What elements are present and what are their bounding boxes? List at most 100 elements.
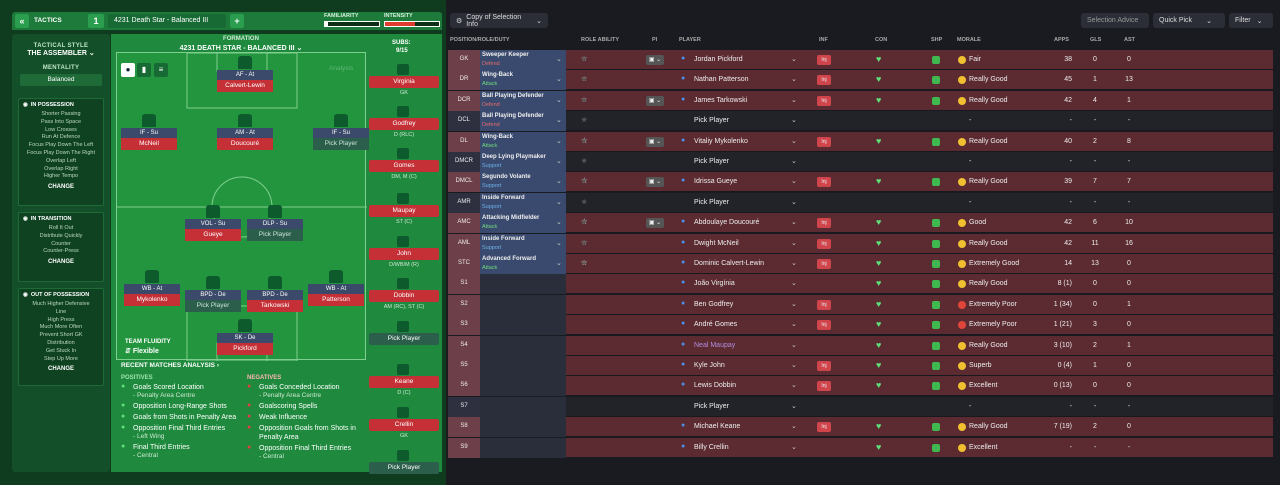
pitch-player-slot[interactable]: VOL - Su Gueye	[185, 205, 241, 243]
table-row[interactable]: DCL Ball Playing Defender Defend ⌄ ★ ★ ★ ★ ★ Pick…	[448, 111, 1273, 132]
substitute-slot[interactable]: Keane D (C)	[369, 364, 439, 396]
player-name[interactable]: Pick Player	[694, 117, 730, 125]
chevron-down-icon[interactable]: ⌄	[791, 178, 797, 186]
substitute-slot[interactable]: Maupay ST (C)	[369, 193, 439, 225]
tactic-name-dropdown[interactable]: 4231 Death Star - Balanced III	[108, 14, 226, 28]
col-apps[interactable]: APPS	[1054, 37, 1069, 43]
table-row[interactable]: DMCR Deep Lying Playmaker Support ⌄ ★ ★ ★ ★ ★ Pic…	[448, 152, 1273, 172]
player-name[interactable]: Calvert-Lewin	[217, 80, 273, 92]
player-name[interactable]: Kyle John	[694, 362, 725, 369]
table-row[interactable]: S5 ● Kyle John ⌄ Inj ♥ Superb 0 (4) 1 0	[448, 356, 1273, 376]
chevron-down-icon[interactable]: ⌄	[791, 260, 797, 267]
role-duty[interactable]: IF - Su	[313, 128, 369, 138]
table-row[interactable]: S7 Pick Player ⌄ - - - -	[448, 396, 1273, 417]
role-duty[interactable]: SK - De	[217, 333, 273, 343]
substitute-slot[interactable]: John D/WB/M (R)	[369, 236, 439, 268]
col-inf[interactable]: INF	[819, 37, 828, 43]
role-duty[interactable]: AF - At	[217, 70, 273, 80]
tactic-slot-button[interactable]: 1	[88, 14, 104, 28]
player-name[interactable]: Lewis Dobbin	[694, 382, 737, 390]
chevron-down-icon[interactable]: ⌄	[556, 178, 562, 186]
table-row[interactable]: S1 ● João Virgínia ⌄ ♥ Really Good 8 (1) 0 0	[448, 274, 1273, 295]
player-name[interactable]: Neal Maupay	[694, 341, 736, 349]
player-name[interactable]: Abdoulaye Doucouré	[694, 219, 760, 227]
player-name[interactable]: Vitaliy Mykolenko	[694, 137, 748, 145]
view-toggle-icon[interactable]: ●	[121, 63, 135, 77]
chevron-down-icon[interactable]: ⌄	[791, 443, 797, 451]
col-gls[interactable]: GLS	[1090, 37, 1102, 43]
player-name[interactable]: Pick Player	[247, 229, 303, 241]
role-cell[interactable]	[480, 213, 566, 234]
player-instructions-icon[interactable]: ▣ ⌄	[646, 95, 664, 106]
role-cell[interactable]	[480, 111, 566, 132]
chevron-down-icon[interactable]: ⌄	[791, 76, 797, 84]
player-instructions-icon[interactable]: ▣ ⌄	[646, 177, 664, 188]
player-name[interactable]: Idrissa Gueye	[694, 178, 738, 186]
role-cell[interactable]	[480, 233, 566, 254]
chevron-down-icon[interactable]: ⌄	[791, 198, 797, 206]
player-name[interactable]: Pick Player	[694, 402, 730, 410]
player-instructions-icon[interactable]: ▣ ⌄	[646, 136, 664, 147]
chevron-down-icon[interactable]: ⌄	[791, 239, 797, 247]
player-name[interactable]: Billy Crellin	[694, 443, 729, 451]
substitute-slot[interactable]: Crellin GK	[369, 407, 439, 439]
substitute-name[interactable]: Godfrey	[369, 118, 439, 130]
table-row[interactable]: S6 ● Lewis Dobbin ⌄ Inj ♥ Excellent 0 (13) 0 0	[448, 376, 1273, 397]
player-name[interactable]: Tarkowski	[247, 300, 303, 312]
player-name[interactable]: Pickford	[217, 343, 273, 355]
col-player[interactable]: PLAYER	[679, 37, 701, 43]
player-name[interactable]: Doucouré	[217, 138, 273, 150]
col-morale[interactable]: MORALE	[957, 37, 981, 43]
chevron-down-icon[interactable]: ⌄	[556, 239, 562, 247]
mentality-dropdown[interactable]: Balanced	[20, 74, 102, 86]
in-possession-change-button[interactable]: CHANGE	[47, 184, 74, 191]
substitute-name[interactable]: Crellin	[369, 419, 439, 431]
chevron-down-icon[interactable]: ⌄	[791, 300, 797, 308]
role-cell[interactable]	[480, 131, 566, 152]
table-row[interactable]: S9 ● Billy Crellin ⌄ ♥ Excellent - - -	[448, 437, 1273, 458]
role-cell[interactable]	[480, 50, 566, 70]
substitute-name[interactable]: Dobbin	[369, 290, 439, 302]
chevron-down-icon[interactable]: ⌄	[791, 382, 797, 390]
table-row[interactable]: S8 ● Michael Keane ⌄ Inj ♥ Really Good 7 (19) 2 0	[448, 417, 1273, 438]
chevron-down-icon[interactable]: ⌄	[791, 158, 797, 165]
table-row[interactable]: DR Wing-Back Attack ⌄ ★ ★ ★ ★ ★ ● Nathan Patterson…	[448, 70, 1273, 91]
table-row[interactable]: AMR Inside Forward Support ⌄ ★ ★ ★ ★ ★ Pick Playe…	[448, 192, 1273, 213]
chevron-down-icon[interactable]: ⌄	[556, 137, 562, 145]
role-cell[interactable]	[480, 254, 566, 274]
chevron-down-icon[interactable]: ⌄	[791, 341, 797, 349]
player-name[interactable]: Pick Player	[313, 138, 369, 150]
substitute-slot[interactable]: Gomes DM, M (C)	[369, 148, 439, 180]
role-cell[interactable]	[480, 172, 566, 193]
table-row[interactable]: S2 ● Ben Godfrey ⌄ Inj ♥ Extremely Poor 1 (34) 0…	[448, 294, 1273, 315]
table-row[interactable]: AMC Attacking Midfielder Attack ⌄ ★ ★ ⯪ ★ ★ ▣ ⌄ ● A…	[448, 213, 1273, 234]
pitch-player-slot[interactable]: WB - At Mykolenko	[124, 270, 180, 308]
table-row[interactable]: S4 ● Neal Maupay ⌄ ♥ Really Good 3 (10) 2 1	[448, 335, 1273, 356]
chevron-down-icon[interactable]: ⌄	[556, 198, 562, 206]
player-name[interactable]: Patterson	[308, 294, 364, 306]
analysis-toggle[interactable]: Analysis	[329, 65, 354, 72]
chevron-down-icon[interactable]: ⌄	[791, 96, 797, 104]
filter-button[interactable]: Filter ⌄	[1229, 13, 1273, 28]
table-row[interactable]: DCR Ball Playing Defender Defend ⌄ ★ ★ ★ ★ ★ ▣ ⌄ ●…	[448, 90, 1273, 111]
tactical-style-dropdown[interactable]: THE ASSEMBLER ⌄	[27, 50, 95, 57]
role-duty[interactable]: WB - At	[124, 284, 180, 294]
pitch-player-slot[interactable]: AF - At Calvert-Lewin	[217, 56, 273, 94]
player-name[interactable]: McNeil	[121, 138, 177, 150]
player-name[interactable]: Michael Keane	[694, 423, 741, 431]
in-transition-change-button[interactable]: CHANGE	[47, 259, 74, 266]
role-duty[interactable]: BPD - De	[247, 290, 303, 300]
substitute-name[interactable]: Gomes	[369, 160, 439, 172]
player-name[interactable]: Pick Player	[185, 300, 241, 312]
role-cell[interactable]	[480, 70, 566, 91]
copy-selection-dropdown[interactable]: ⚙ Copy of Selection Info ⌄	[450, 13, 548, 28]
formation-name-dropdown[interactable]: 4231 DEATH STAR - BALANCED III ⌄	[179, 45, 303, 52]
role-duty[interactable]: DLP - Su	[247, 219, 303, 229]
substitute-slot[interactable]: Dobbin AM (RC), ST (C)	[369, 278, 439, 310]
role-cell[interactable]	[480, 152, 566, 172]
out-of-possession-change-button[interactable]: CHANGE	[47, 366, 74, 373]
back-button[interactable]: «	[15, 14, 29, 28]
table-row[interactable]: AML Inside Forward Support ⌄ ★ ★ ★ ★ ★ ● Dwight Mc…	[448, 233, 1273, 254]
player-name[interactable]: Pick Player	[694, 158, 730, 165]
substitute-name[interactable]: John	[369, 248, 439, 260]
